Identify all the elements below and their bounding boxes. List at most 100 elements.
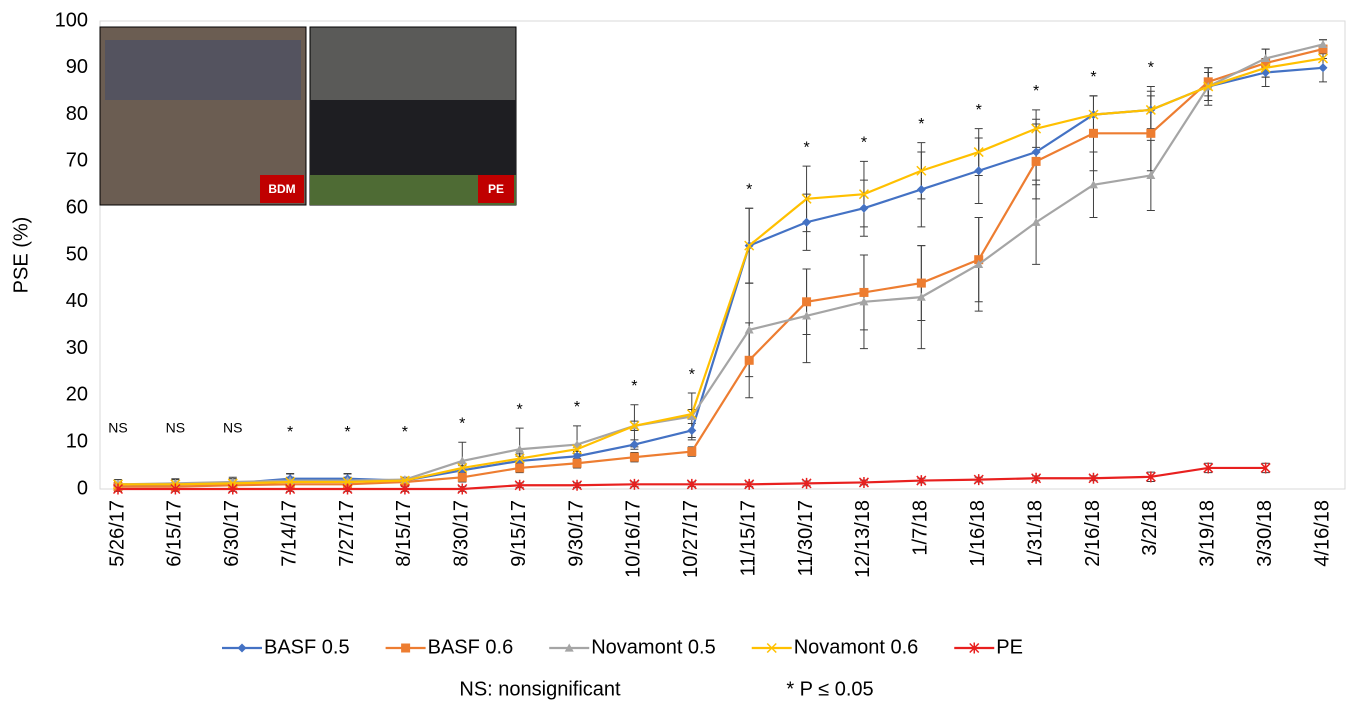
series-line xyxy=(118,57,1324,486)
marker xyxy=(514,479,525,491)
y-tick-label: 90 xyxy=(66,56,88,78)
significance-label: * xyxy=(517,401,523,418)
legend-label: BASF 0.6 xyxy=(428,636,514,658)
x-tick-label: 9/15/17 xyxy=(508,500,530,567)
significance-label: * xyxy=(861,135,867,152)
marker xyxy=(1145,471,1156,483)
x-tick-label: 9/30/17 xyxy=(565,500,587,567)
marker xyxy=(457,472,467,482)
marker xyxy=(237,643,247,653)
significance-label: * xyxy=(287,424,293,441)
marker xyxy=(802,217,812,227)
legend-label: BASF 0.5 xyxy=(264,636,350,658)
significance-label: * xyxy=(631,378,637,395)
marker xyxy=(1088,128,1098,138)
marker xyxy=(1261,53,1271,63)
x-tick-label: 1/31/18 xyxy=(1024,500,1046,567)
marker xyxy=(399,475,410,486)
footnote: * P ≤ 0.05 xyxy=(786,678,873,700)
marker xyxy=(572,444,583,455)
y-tick-label: 70 xyxy=(66,150,88,172)
marker xyxy=(112,483,124,495)
y-tick-label: 20 xyxy=(66,384,88,406)
x-tick-label: 11/30/17 xyxy=(795,500,817,576)
marker xyxy=(629,478,640,490)
significance-label: * xyxy=(402,424,408,441)
marker xyxy=(1088,109,1099,120)
legend-label: Novamont 0.6 xyxy=(794,636,919,658)
marker xyxy=(802,297,812,307)
significance-label: * xyxy=(344,424,350,441)
significance-label: NS xyxy=(223,420,242,436)
y-tick-label: 30 xyxy=(66,337,88,359)
marker xyxy=(1145,104,1156,115)
significance-label: * xyxy=(689,366,695,383)
plot-frame xyxy=(99,20,1346,490)
y-tick-label: 60 xyxy=(66,196,88,218)
y-tick-label: 100 xyxy=(55,9,88,31)
marker xyxy=(572,451,582,461)
marker xyxy=(629,440,639,450)
x-tick-label: 10/16/17 xyxy=(623,500,645,578)
significance-label: * xyxy=(746,181,752,198)
marker xyxy=(457,456,467,465)
marker xyxy=(687,411,697,421)
significance-label: * xyxy=(1090,69,1096,86)
x-tick-label: 11/15/17 xyxy=(737,500,759,576)
inset-photos: BDM PE xyxy=(99,26,517,206)
marker xyxy=(859,203,869,213)
y-tick-label: 50 xyxy=(66,243,88,265)
marker xyxy=(1031,147,1041,157)
marker xyxy=(858,189,869,200)
marker xyxy=(744,325,754,334)
x-tick-label: 1/7/18 xyxy=(910,500,932,556)
marker xyxy=(687,447,697,457)
marker xyxy=(974,259,984,268)
marker xyxy=(629,420,640,431)
marker xyxy=(687,426,697,435)
marker xyxy=(801,193,812,204)
marker xyxy=(973,147,984,158)
marker xyxy=(1203,81,1214,92)
marker xyxy=(916,292,926,301)
significance-label: * xyxy=(1148,60,1154,77)
marker xyxy=(766,642,777,654)
legend-label: PE xyxy=(996,636,1023,658)
marker xyxy=(1088,180,1098,189)
x-tick-label: 7/27/17 xyxy=(336,500,358,567)
marker xyxy=(1318,44,1328,54)
marker xyxy=(916,278,926,288)
marker xyxy=(1088,472,1099,484)
x-tick-label: 12/13/18 xyxy=(852,500,874,578)
marker xyxy=(744,355,754,365)
significance-label: * xyxy=(976,102,982,119)
x-tick-label: 4/16/18 xyxy=(1311,500,1333,567)
marker xyxy=(515,463,525,473)
legend-entry: BASF 0.6 xyxy=(385,636,514,658)
marker xyxy=(916,165,927,176)
marker xyxy=(514,453,525,464)
significance-label: * xyxy=(574,399,580,416)
x-tick-label: 1/16/18 xyxy=(967,500,989,567)
y-tick-label: 0 xyxy=(77,477,88,499)
x-tick-label: 7/14/17 xyxy=(278,500,300,567)
x-tick-label: 6/15/17 xyxy=(164,500,186,567)
x-tick-label: 8/15/17 xyxy=(393,500,415,567)
footnote: NS: nonsignificant xyxy=(459,678,621,700)
marker xyxy=(1031,156,1041,166)
marker xyxy=(974,255,984,265)
marker xyxy=(1318,63,1328,73)
y-tick-label: 40 xyxy=(66,290,88,312)
x-tick-label: 6/30/17 xyxy=(221,500,243,567)
x-tick-label: 3/19/18 xyxy=(1197,500,1219,567)
legend-entry: BASF 0.5 xyxy=(222,636,350,658)
inset-label: PE xyxy=(488,182,504,196)
significance-label: NS xyxy=(166,420,185,436)
inset-label: BDM xyxy=(268,182,295,196)
legend-entry: Novamont 0.5 xyxy=(549,636,716,658)
significance-label: * xyxy=(1033,83,1039,100)
legend-entry: PE xyxy=(954,636,1023,658)
marker xyxy=(457,483,468,495)
inset-label-box xyxy=(260,175,304,203)
marker xyxy=(1317,53,1329,64)
